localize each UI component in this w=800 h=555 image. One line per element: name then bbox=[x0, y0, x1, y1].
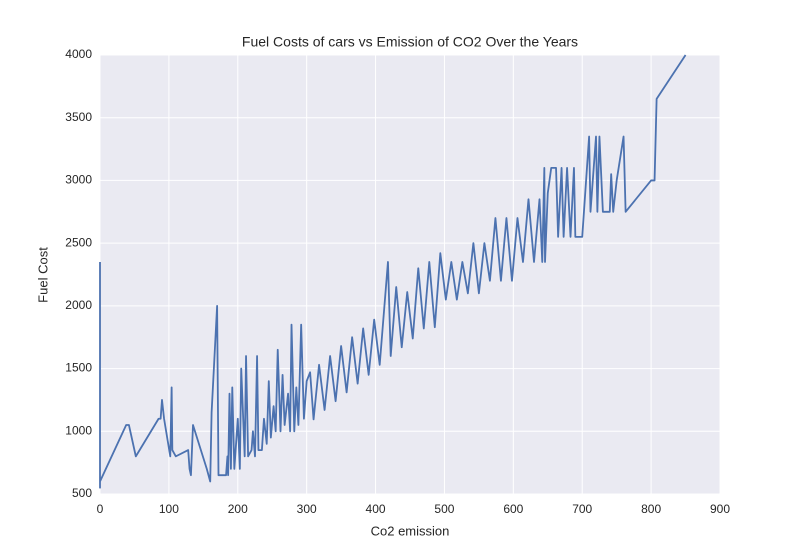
x-tick-label: 300 bbox=[297, 502, 317, 516]
x-tick-label: 500 bbox=[434, 502, 454, 516]
x-tick-label: 0 bbox=[97, 502, 104, 516]
x-tick-label: 400 bbox=[366, 502, 386, 516]
x-tick-label: 700 bbox=[572, 502, 592, 516]
x-tick-label: 800 bbox=[641, 502, 661, 516]
y-tick-label: 3500 bbox=[65, 110, 92, 124]
y-tick-label: 2500 bbox=[65, 235, 92, 249]
y-tick-label: 4000 bbox=[65, 47, 92, 61]
y-tick-label: 2000 bbox=[65, 298, 92, 312]
data-line bbox=[99, 54, 687, 489]
y-tick-label: 500 bbox=[72, 486, 92, 500]
x-tick-label: 200 bbox=[228, 502, 248, 516]
x-tick-label: 100 bbox=[159, 502, 179, 516]
chart-title: Fuel Costs of cars vs Emission of CO2 Ov… bbox=[242, 34, 578, 50]
y-axis-label: Fuel Cost bbox=[35, 247, 50, 303]
plot-area bbox=[100, 55, 720, 494]
x-tick-label: 900 bbox=[710, 502, 730, 516]
x-tick-label: 600 bbox=[503, 502, 523, 516]
x-axis-label: Co2 emission bbox=[371, 523, 450, 538]
y-tick-label: 3000 bbox=[65, 173, 92, 187]
y-tick-label: 1500 bbox=[65, 361, 92, 375]
y-tick-label: 1000 bbox=[65, 423, 92, 437]
